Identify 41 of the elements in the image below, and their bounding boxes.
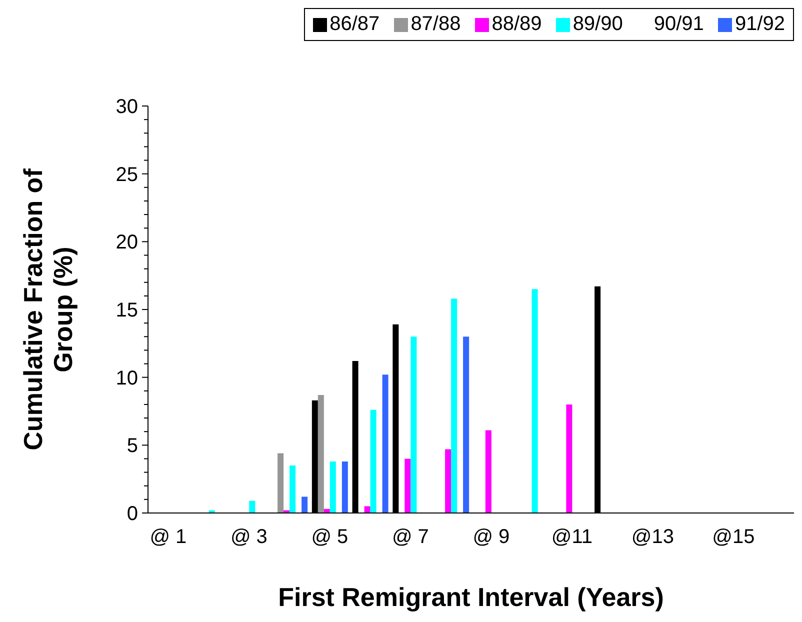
- x-tick-label: @15: [712, 526, 755, 548]
- y-tick-label: 20: [116, 232, 138, 254]
- y-axis-title: Cumulative Fraction of Group (%): [18, 168, 78, 450]
- y-tick-label: 5: [126, 435, 138, 458]
- y-tick-label: 10: [116, 367, 138, 390]
- legend-label: 89/90: [572, 13, 623, 36]
- bar: [532, 289, 538, 513]
- bar: [318, 394, 324, 513]
- legend-label: 91/92: [734, 13, 785, 36]
- x-tick-label: @ 9: [472, 526, 510, 548]
- bar: [278, 453, 284, 513]
- bar: [463, 336, 470, 513]
- x-tick-label: @11: [551, 526, 592, 548]
- bar: [485, 430, 492, 513]
- bar: [342, 461, 348, 513]
- x-tick-label: @ 5: [311, 526, 348, 548]
- legend-label: 86/87: [330, 13, 380, 36]
- legend-label: 87/88: [410, 13, 461, 36]
- bar: [330, 461, 336, 513]
- bar: [249, 500, 256, 513]
- x-axis-title: First Remigrant Interval (Years): [278, 582, 664, 612]
- y-tick-label: 0: [126, 503, 138, 525]
- bar: [404, 458, 411, 513]
- bar: [382, 374, 388, 513]
- bar: [445, 449, 452, 513]
- bar: [370, 410, 376, 513]
- x-tick-label: @ 3: [230, 526, 268, 548]
- text: 90/91: [654, 13, 704, 36]
- x-tick-label: @ 7: [392, 526, 429, 548]
- bar: [290, 466, 296, 513]
- bar: [566, 404, 572, 513]
- bar: [451, 298, 458, 513]
- y-tick-label: 30: [116, 96, 138, 118]
- bar: [302, 496, 308, 513]
- bar: [364, 506, 370, 513]
- legend-label: 88/89: [492, 13, 542, 36]
- y-tick-label: 15: [116, 300, 138, 322]
- x-tick-label: @13: [631, 526, 674, 548]
- bar: [410, 336, 417, 513]
- y-tick-label: 25: [116, 164, 138, 186]
- x-tick-label: @ 1: [150, 526, 187, 548]
